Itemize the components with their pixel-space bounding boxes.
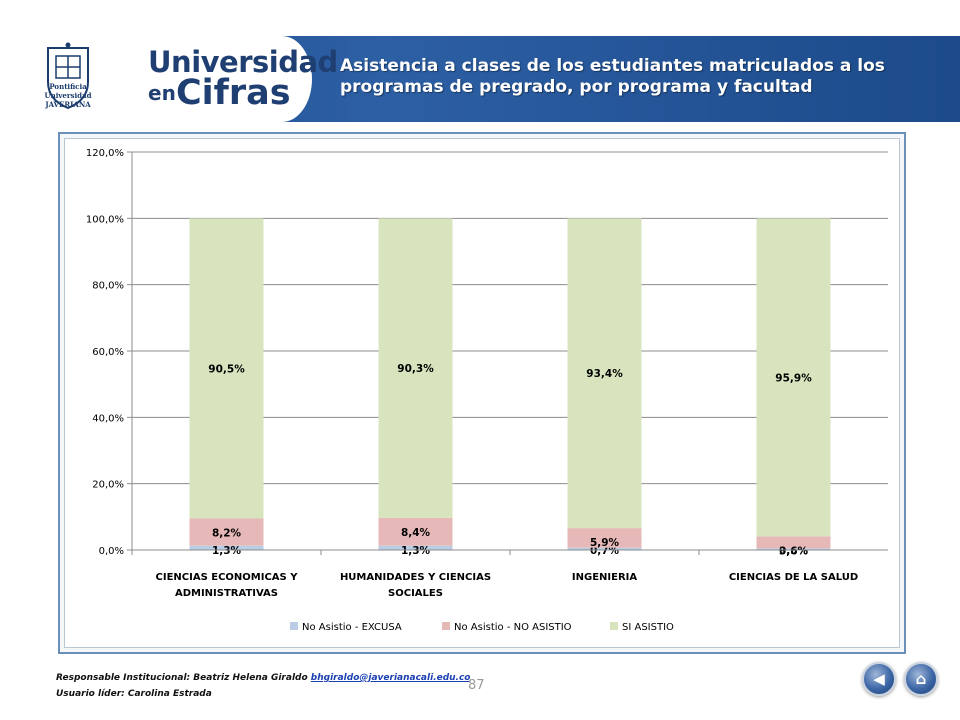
y-tick-label: 40,0% [92,413,124,424]
footer-responsible-label: Responsable Institucional: Beatriz Helen… [56,673,308,683]
data-label: 1,3% [212,545,242,557]
data-label: 90,3% [397,363,434,375]
legend-label: No Asistio - EXCUSA [302,622,402,633]
x-tick-label: ADMINISTRATIVAS [175,588,278,599]
home-button[interactable]: ⌂ [904,662,938,696]
brand-cifras: Cifras [176,73,291,113]
x-tick-label: INGENIERIA [572,572,637,583]
back-button[interactable]: ◀ [862,662,896,696]
crest-label: Pontificia Universidad JAVERIANA [36,82,100,109]
footer-email-link[interactable]: bhgiraldo@javerianacali.edu.co [310,673,471,683]
bar-segment [189,545,264,550]
brand-en: en [148,81,176,105]
home-icon: ⌂ [915,670,927,688]
x-tick-label: SOCIALES [388,588,443,599]
bar-segment [189,218,264,519]
legend-label: SI ASISTIO [622,622,674,633]
footer: Responsable Institucional: Beatriz Helen… [56,670,471,702]
legend-swatch [290,622,298,630]
university-crest-icon [47,42,89,110]
page-number: 87 [468,678,485,693]
bar-segment [756,218,831,537]
bar-segment [567,218,642,529]
y-tick-label: 60,0% [92,347,124,358]
x-tick-label: CIENCIAS DE LA SALUD [729,572,858,583]
crest-label-line2: JAVERIANA [45,100,91,109]
legend-swatch [442,622,450,630]
bar-segment [378,517,453,546]
bar-segment [189,518,264,546]
data-label: 93,4% [586,368,623,380]
data-label: 1,3% [401,545,431,557]
x-tick-label: HUMANIDADES Y CIENCIAS [340,572,491,583]
x-tick-label: CIENCIAS ECONOMICAS Y [156,572,299,583]
footer-user: Usuario líder: Carolina Estrada [56,689,212,699]
y-tick-label: 0,0% [99,546,124,557]
data-label: 3,6% [779,545,809,557]
legend-label: No Asistio - NO ASISTIO [454,622,572,633]
logo-panel: Pontificia Universidad JAVERIANA Univers… [0,36,338,122]
y-tick-label: 100,0% [86,214,124,225]
data-label: 5,9% [590,537,620,549]
data-label: 8,2% [212,527,242,539]
bar-segment [378,218,453,518]
header-banner: Pontificia Universidad JAVERIANA Univers… [0,36,960,122]
data-label: 0,7% [590,545,620,557]
crest-label-line1: Pontificia Universidad [44,82,92,100]
data-label: 8,4% [401,527,431,539]
y-tick-label: 20,0% [92,480,124,491]
legend-swatch [610,622,618,630]
footer-responsible: Responsable Institucional: Beatriz Helen… [56,670,471,686]
page-title: Asistencia a clases de los estudiantes m… [340,56,885,97]
bar-segment [378,545,453,550]
bar-segment [756,548,831,550]
bar-segment [567,547,642,550]
back-arrow-icon: ◀ [873,670,885,688]
data-label: 95,9% [775,372,812,384]
brand-universidad: Universidad [148,45,338,79]
y-tick-label: 120,0% [86,148,124,159]
bar-segment [567,528,642,548]
y-tick-label: 80,0% [92,281,124,292]
data-label: 90,5% [208,363,245,375]
bar-segment [756,536,831,549]
